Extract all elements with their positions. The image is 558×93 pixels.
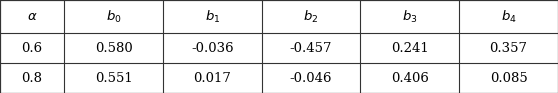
Text: -0.457: -0.457 — [290, 42, 333, 55]
Text: 0.8: 0.8 — [22, 72, 42, 85]
Text: $b_0$: $b_0$ — [105, 9, 122, 25]
Text: -0.046: -0.046 — [290, 72, 333, 85]
Text: 0.580: 0.580 — [95, 42, 132, 55]
Text: 0.085: 0.085 — [490, 72, 527, 85]
Text: 0.241: 0.241 — [391, 42, 429, 55]
Text: 0.406: 0.406 — [391, 72, 429, 85]
Text: $b_1$: $b_1$ — [205, 9, 220, 25]
Text: $b_3$: $b_3$ — [402, 9, 417, 25]
Text: 0.017: 0.017 — [194, 72, 231, 85]
Text: $b_4$: $b_4$ — [501, 9, 517, 25]
Text: $b_2$: $b_2$ — [304, 9, 319, 25]
Text: 0.551: 0.551 — [95, 72, 132, 85]
Text: -0.036: -0.036 — [191, 42, 234, 55]
Text: 0.357: 0.357 — [489, 42, 528, 55]
Text: $\alpha$: $\alpha$ — [27, 10, 37, 23]
Text: 0.6: 0.6 — [22, 42, 42, 55]
